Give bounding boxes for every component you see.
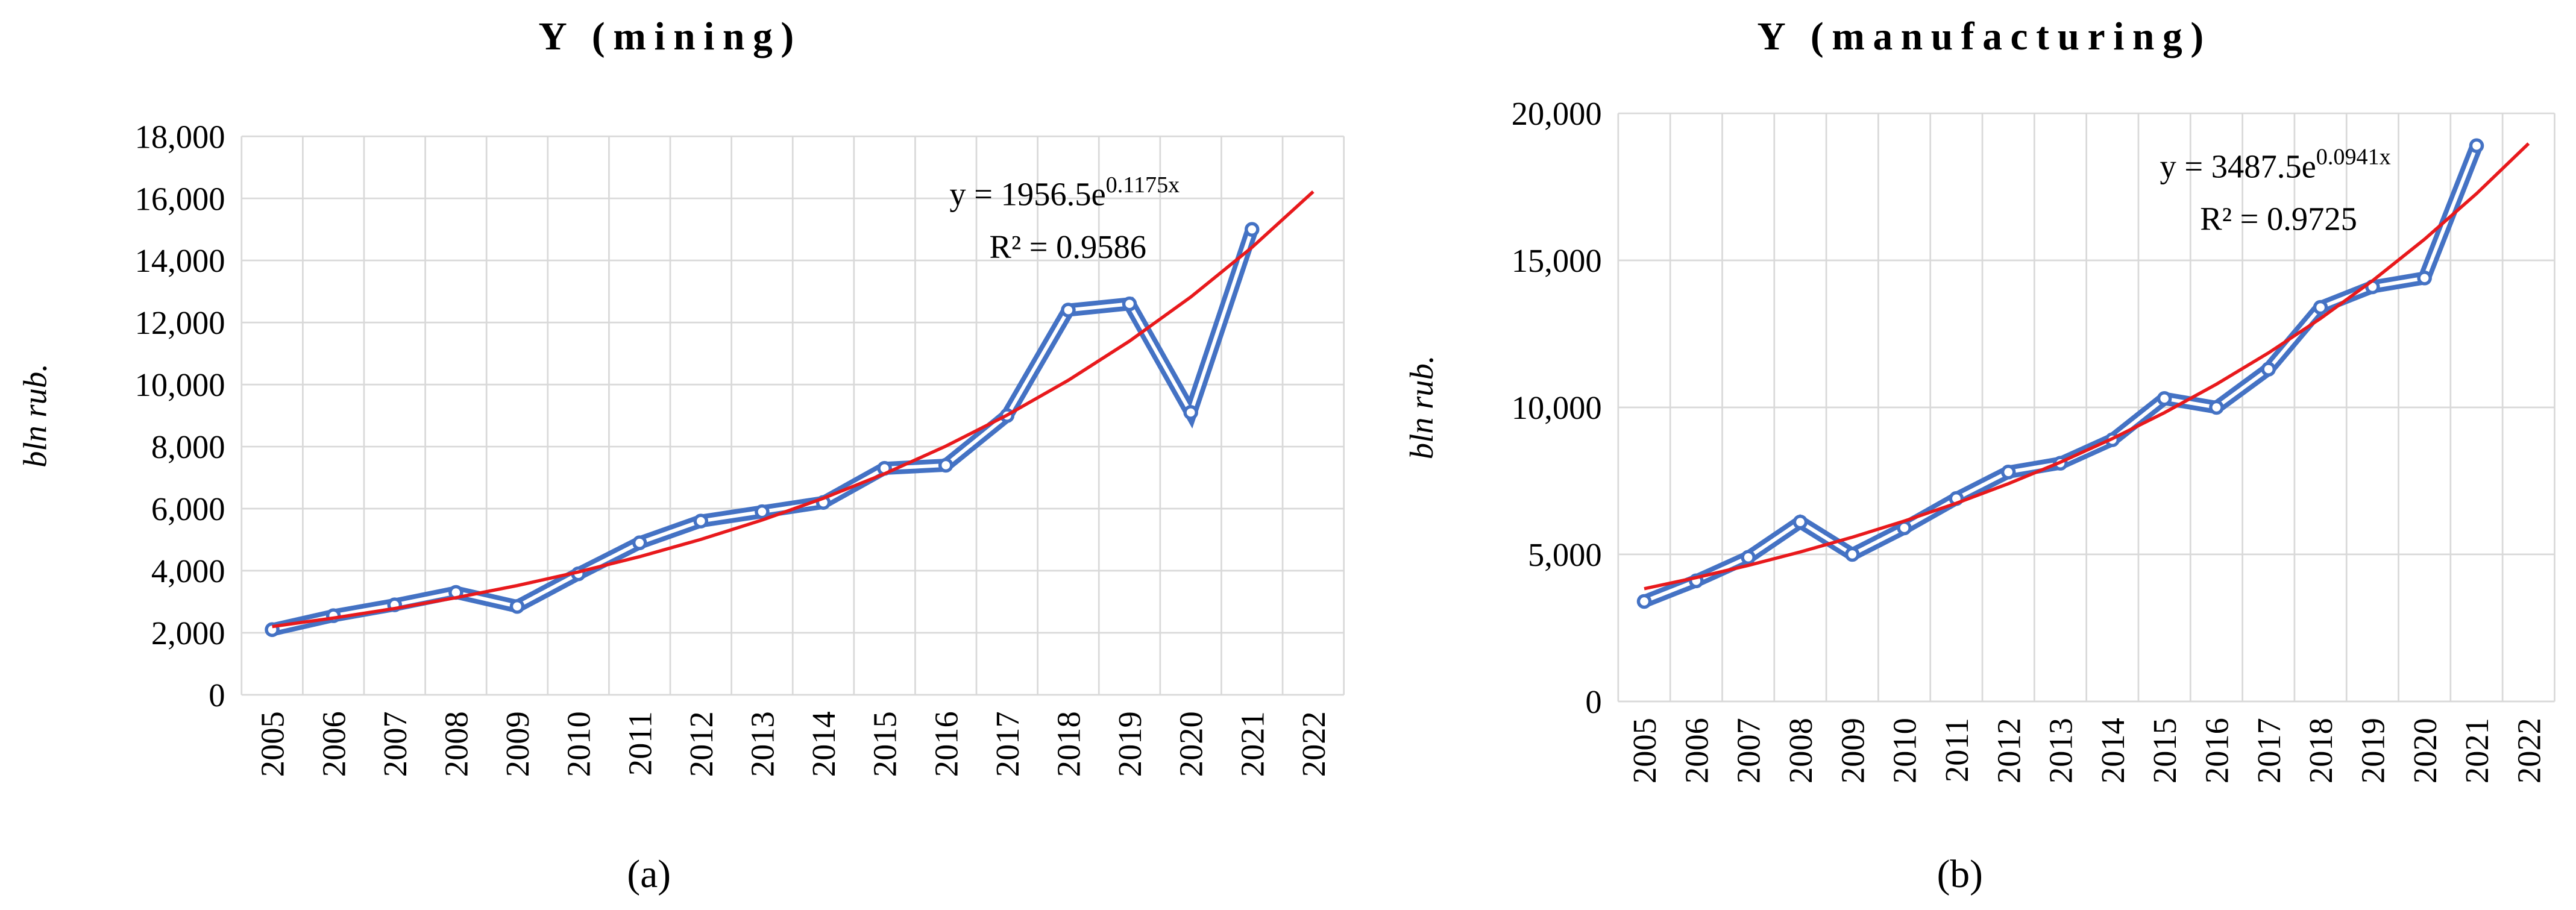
y-tick-label: 2,000	[151, 615, 225, 651]
data-point	[2469, 138, 2484, 154]
equation-exponent: 0.1175x	[1106, 172, 1180, 198]
y-tick-label: 0	[1585, 683, 1601, 720]
data-point	[2417, 271, 2432, 286]
y-axis-label: bln rub.	[16, 363, 53, 468]
data-point	[1636, 594, 1652, 609]
x-tick-label: 2012	[683, 711, 720, 777]
chart-panel: Y (mining) 0 2,000 4,000 6,000 8,000 10,000 12,…	[16, 15, 1345, 896]
data-point	[1122, 296, 1137, 312]
x-tick-label: 2018	[1051, 711, 1087, 777]
trend-line	[272, 190, 1315, 629]
series-line-highlight	[271, 228, 1254, 632]
y-tick-label: 14,000	[135, 242, 225, 279]
data-point	[509, 598, 525, 614]
chart-panel: Y (manufacturing) 0 5,000 10,000 15,000 20,00…	[1403, 15, 2556, 896]
data-point	[1792, 514, 1808, 530]
y-tick-label: 8,000	[151, 428, 225, 465]
data-point	[2261, 362, 2276, 377]
x-tick-label: 2013	[744, 711, 781, 777]
y-tick-label: 16,000	[135, 180, 225, 217]
y-tick-label: 10,000	[1512, 389, 1602, 426]
r-squared: R² = 0.9586	[989, 228, 1146, 265]
x-tick-label: 2014	[805, 711, 842, 777]
r-squared: R² = 0.9725	[2200, 201, 2357, 237]
y-tick-label: 20,000	[1512, 95, 1602, 132]
x-tick-label: 2007	[377, 711, 413, 777]
x-tick-label: 2010	[561, 711, 597, 777]
x-tick-label: 2009	[1834, 718, 1871, 783]
x-tick-label: 2009	[499, 711, 536, 777]
trend-line	[1644, 142, 2530, 591]
x-tick-label: 2019	[2354, 718, 2391, 783]
data-point	[2313, 300, 2328, 315]
data-point	[1244, 222, 1260, 237]
x-tick-label: 2008	[438, 711, 474, 777]
chart-title: Y (manufacturing)	[1758, 15, 2212, 58]
data-point	[2157, 391, 2172, 406]
data-point	[938, 457, 953, 473]
x-tick-label: 2015	[2146, 718, 2183, 783]
y-axis-label: bln rub.	[1403, 356, 1440, 460]
equation-exponent: 0.0941x	[2316, 145, 2391, 170]
y-tick-label: 10,000	[135, 366, 225, 403]
x-tick-label: 2022	[2510, 718, 2547, 783]
x-tick-label: 2017	[989, 711, 1026, 777]
x-tick-label: 2005	[1626, 718, 1663, 783]
y-tick-label: 0	[209, 677, 225, 714]
data-point	[2000, 465, 2016, 480]
y-tick-label: 15,000	[1512, 242, 1602, 279]
trend-equation: y = 3487.5e0.0941x	[2160, 145, 2390, 185]
data-point	[693, 513, 709, 529]
y-tick-label: 5,000	[1528, 536, 1602, 573]
x-tick-label: 2006	[1678, 718, 1715, 783]
x-tick-label: 2007	[1730, 718, 1767, 783]
x-tick-label: 2021	[1234, 711, 1271, 777]
x-tick-label: 2011	[1938, 718, 1975, 782]
x-tick-label: 2021	[2458, 718, 2495, 783]
y-tick-label: 18,000	[135, 118, 225, 155]
panel-label: (b)	[1937, 853, 1983, 896]
x-tick-label: 2016	[2199, 718, 2235, 783]
x-tick-label: 2014	[2094, 718, 2131, 783]
chart-title: Y (mining)	[539, 15, 802, 58]
x-tick-label: 2019	[1111, 711, 1148, 777]
x-tick-label: 2020	[1173, 711, 1210, 777]
x-tick-label: 2022	[1295, 711, 1332, 777]
x-tick-label: 2013	[2043, 718, 2079, 783]
y-tick-label: 6,000	[151, 491, 225, 527]
data-point	[1183, 405, 1198, 420]
panel-label: (a)	[627, 853, 671, 896]
trend-equation: y = 1956.5e0.1175x	[949, 172, 1180, 213]
x-tick-label: 2011	[621, 711, 658, 776]
data-point	[755, 504, 770, 519]
x-tick-label: 2017	[2251, 718, 2287, 783]
data-point	[2209, 400, 2224, 415]
equation-base: y = 3487.5e	[2160, 148, 2316, 184]
data-point	[632, 535, 647, 550]
x-tick-label: 2012	[1990, 718, 2027, 783]
data-point	[1844, 547, 1860, 562]
x-tick-label: 2005	[254, 711, 291, 777]
data-point	[1061, 303, 1076, 318]
x-tick-label: 2006	[315, 711, 352, 777]
equation-base: y = 1956.5e	[949, 176, 1105, 213]
series-line	[271, 227, 1258, 636]
x-tick-label: 2018	[2302, 718, 2339, 783]
x-tick-label: 2010	[1886, 718, 1923, 783]
x-tick-label: 2008	[1782, 718, 1819, 783]
y-tick-label: 4,000	[151, 553, 225, 589]
data-point	[1741, 550, 1756, 565]
x-tick-label: 2016	[928, 711, 964, 777]
x-tick-label: 2015	[867, 711, 903, 777]
y-tick-label: 12,000	[135, 304, 225, 341]
x-tick-label: 2020	[2407, 718, 2443, 783]
